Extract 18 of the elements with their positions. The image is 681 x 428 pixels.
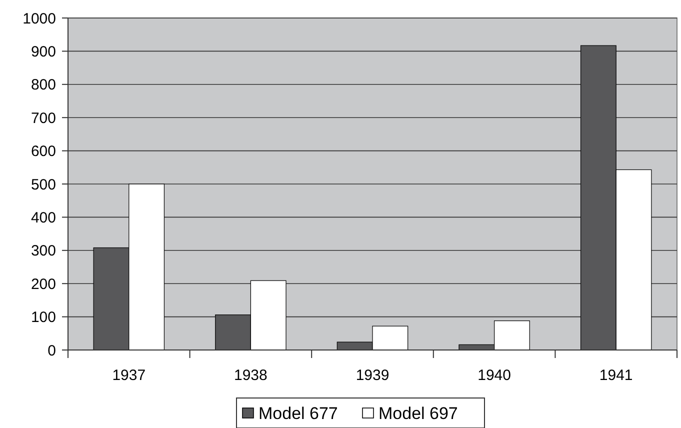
y-tick-label: 400	[30, 209, 56, 226]
y-tick-label: 500	[30, 176, 56, 194]
y-tick-label: 600	[30, 143, 56, 160]
y-tick-label: 900	[30, 43, 56, 60]
y-tick-label: 100	[30, 309, 56, 326]
legend-label: Model 677	[258, 404, 338, 423]
y-tick-label: 700	[30, 110, 56, 127]
x-tick-label: 1939	[356, 367, 390, 384]
x-tick-label: 1937	[112, 367, 146, 384]
y-tick-label: 200	[30, 276, 56, 293]
x-tick-label: 1940	[478, 367, 511, 384]
y-tick-label: 800	[30, 76, 56, 94]
y-tick-label: 300	[30, 242, 56, 260]
legend-label: Model 697	[378, 404, 458, 423]
y-tick-label: 1000	[22, 10, 56, 28]
x-tick-label: 1938	[234, 367, 268, 384]
x-tick-label: 1941	[599, 367, 633, 384]
y-tick-label: 0	[48, 342, 56, 360]
